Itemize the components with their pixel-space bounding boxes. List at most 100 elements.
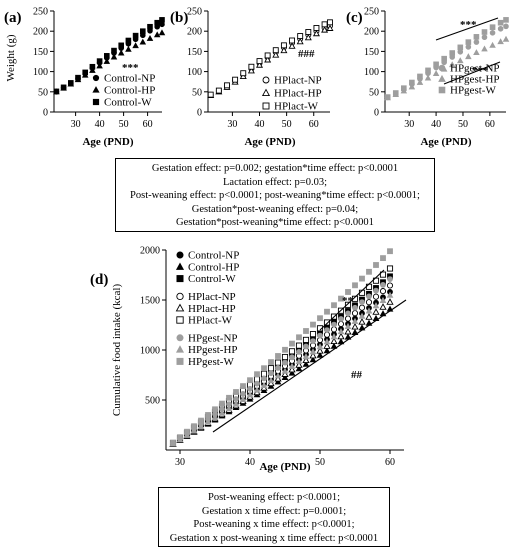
legend-entry: HPlact-W <box>262 101 319 113</box>
chart-panel-3: 0 50 100 150 200 250 30 40 50 60 (c) Age (PND) HPges… <box>346 7 510 148</box>
y-tick-label: 250 <box>33 7 48 18</box>
data-point <box>253 386 261 393</box>
y-axis-label: Cumulative food intake (kcal) <box>111 284 123 417</box>
data-point <box>373 287 379 294</box>
data-point <box>60 84 67 91</box>
x-axis-label: Age (PND) <box>82 136 133 148</box>
legend-marker <box>262 102 270 110</box>
legend-entry: HPlact-W <box>176 315 233 327</box>
data-point <box>212 406 218 413</box>
data-point <box>344 322 352 330</box>
data-point <box>503 23 509 30</box>
y-tick-label: 150 <box>33 47 48 58</box>
data-point <box>281 373 289 381</box>
legend-marker <box>176 316 184 324</box>
significance-annotation: ** <box>342 295 354 307</box>
data-point <box>309 356 317 363</box>
data-point <box>281 367 289 374</box>
data-point <box>465 44 472 50</box>
data-point <box>288 362 296 369</box>
x-tick-label: 30 <box>404 119 414 130</box>
legend-marker <box>176 275 184 283</box>
legend-label: HPgest-W <box>188 356 234 368</box>
data-point <box>296 348 302 355</box>
significance-annotation: *** <box>460 19 477 31</box>
data-point <box>372 302 380 309</box>
data-point <box>75 74 81 81</box>
data-point <box>425 67 431 74</box>
data-point <box>288 369 296 376</box>
data-point <box>204 418 212 425</box>
data-point <box>140 28 146 35</box>
data-point <box>316 347 324 354</box>
data-point <box>345 289 351 295</box>
data-point <box>497 25 504 32</box>
legend-marker <box>92 74 100 82</box>
data-point <box>211 414 219 421</box>
data-point <box>358 312 366 319</box>
x-axis-label: Age (PND) <box>420 136 471 148</box>
legend-label: HPlact-NP <box>274 75 322 87</box>
data-point <box>352 282 358 289</box>
data-point <box>384 94 391 100</box>
data-point <box>433 61 439 68</box>
data-point <box>190 427 198 434</box>
data-point <box>184 428 190 435</box>
data-point <box>379 303 387 310</box>
data-point <box>465 39 472 45</box>
data-point <box>316 343 324 350</box>
legend-entry: HPgest-W <box>176 356 234 368</box>
data-point <box>197 422 205 430</box>
y-tick-label: 2000 <box>140 246 160 257</box>
legend-entry: HPlact-NP <box>176 291 236 303</box>
significance-bracket <box>443 61 501 85</box>
legend-label: HPlact-W <box>274 101 319 113</box>
data-point <box>309 331 317 338</box>
y-tick-label: 250 <box>364 7 379 18</box>
data-point <box>275 364 281 371</box>
data-point <box>387 248 393 255</box>
data-point <box>359 299 365 305</box>
x-tick-label: 40 <box>431 119 441 130</box>
data-point <box>268 370 274 377</box>
x-tick-label: 40 <box>255 119 265 130</box>
legend-entry: Control-NP <box>176 250 239 262</box>
data-point <box>282 359 288 366</box>
legend: Control-NPControl-HPControl-WHPlact-NPHP… <box>175 250 239 368</box>
data-point <box>337 320 345 328</box>
data-point <box>158 29 166 36</box>
series-HPgest-HP <box>169 291 394 447</box>
series-HPgest-W <box>170 248 393 446</box>
data-point <box>256 58 263 65</box>
data-point <box>323 342 331 349</box>
data-point <box>337 332 345 340</box>
data-point <box>146 34 154 41</box>
significance-bracket <box>319 269 385 331</box>
data-point <box>489 24 496 30</box>
data-point <box>125 37 132 44</box>
legend-entry: HPgest-NP <box>438 63 500 75</box>
series-HPlact-W <box>207 19 333 98</box>
data-point <box>338 316 344 322</box>
y-tick-label: 200 <box>364 27 379 38</box>
data-point <box>323 347 331 354</box>
legend-entry: HPgest-HP <box>175 344 238 356</box>
x-tick-label: 60 <box>309 119 319 130</box>
legend-label: HPgest-NP <box>188 332 238 344</box>
data-point <box>344 327 352 335</box>
legend-entry: Control-W <box>176 273 236 285</box>
data-point <box>481 34 488 41</box>
data-point <box>424 74 432 81</box>
data-point <box>408 83 416 90</box>
data-point <box>215 87 222 94</box>
data-point <box>380 281 386 288</box>
data-point <box>302 352 310 360</box>
data-point <box>331 302 337 309</box>
data-point <box>272 51 280 58</box>
data-point <box>366 293 372 300</box>
panel-label: (c) <box>346 10 363 26</box>
legend-entry: Control-HP <box>92 85 155 97</box>
data-point <box>331 321 337 328</box>
